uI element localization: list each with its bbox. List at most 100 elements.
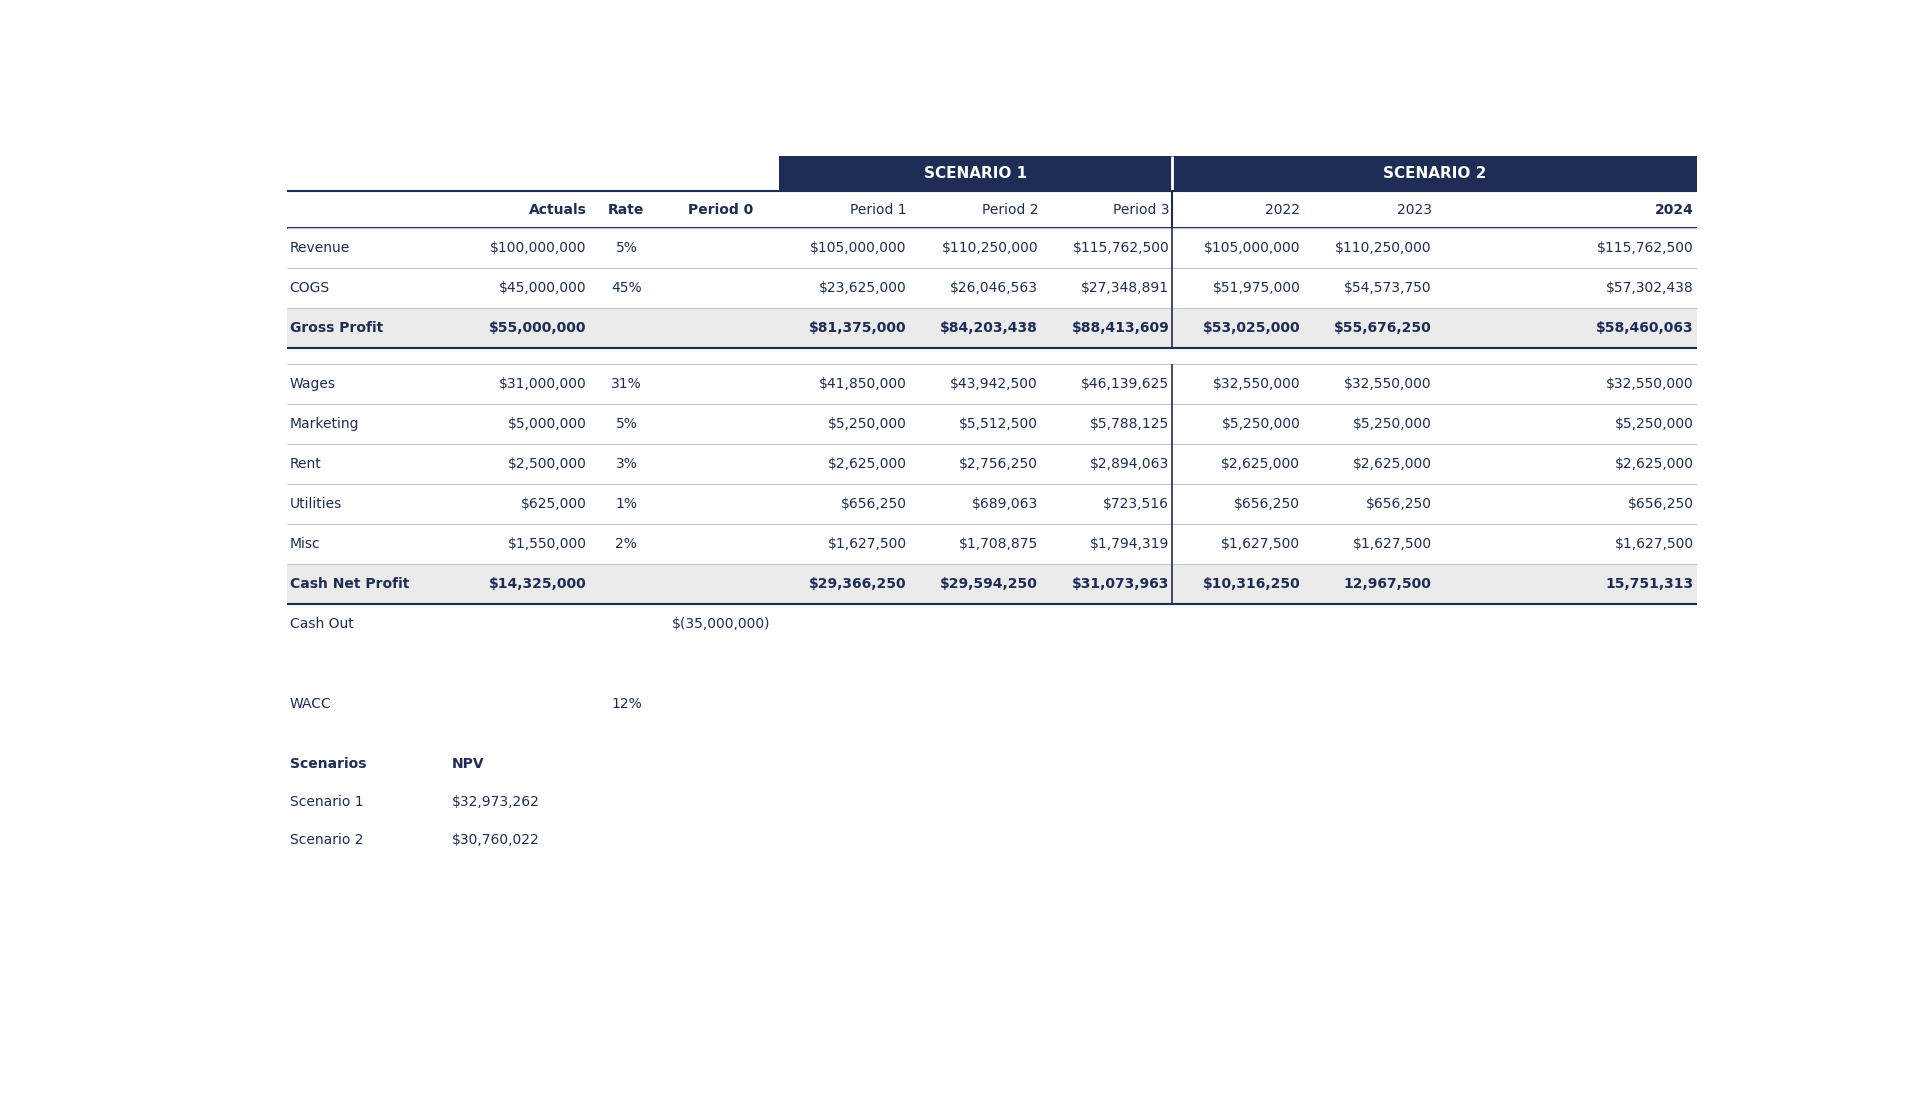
Bar bbox=[780, 157, 1173, 191]
Text: $1,627,500: $1,627,500 bbox=[1352, 537, 1432, 551]
Text: $58,460,063: $58,460,063 bbox=[1596, 321, 1693, 336]
Text: 5%: 5% bbox=[616, 241, 637, 256]
Text: $105,000,000: $105,000,000 bbox=[810, 241, 906, 256]
Text: $(35,000,000): $(35,000,000) bbox=[672, 617, 770, 631]
Text: Cash Out: Cash Out bbox=[290, 617, 353, 631]
Text: COGS: COGS bbox=[290, 281, 330, 296]
Text: Scenario 2: Scenario 2 bbox=[290, 833, 363, 847]
Text: $81,375,000: $81,375,000 bbox=[808, 321, 906, 336]
Text: $110,250,000: $110,250,000 bbox=[1334, 241, 1432, 256]
Text: $46,139,625: $46,139,625 bbox=[1081, 377, 1169, 391]
Text: $2,625,000: $2,625,000 bbox=[1615, 457, 1693, 471]
Text: $656,250: $656,250 bbox=[1628, 497, 1693, 511]
Text: Cash Net Profit: Cash Net Profit bbox=[290, 577, 409, 591]
Text: 1%: 1% bbox=[616, 497, 637, 511]
Text: Rate: Rate bbox=[609, 202, 645, 217]
Text: $625,000: $625,000 bbox=[520, 497, 588, 511]
Text: Period 1: Period 1 bbox=[851, 202, 906, 217]
Text: $53,025,000: $53,025,000 bbox=[1202, 321, 1300, 336]
Text: $2,756,250: $2,756,250 bbox=[958, 457, 1039, 471]
Text: $5,000,000: $5,000,000 bbox=[507, 417, 588, 431]
Text: Period 3: Period 3 bbox=[1114, 202, 1169, 217]
Text: $31,073,963: $31,073,963 bbox=[1071, 577, 1169, 591]
Text: 2%: 2% bbox=[616, 537, 637, 551]
Text: $723,516: $723,516 bbox=[1104, 497, 1169, 511]
Text: $45,000,000: $45,000,000 bbox=[499, 281, 588, 296]
Text: $88,413,609: $88,413,609 bbox=[1071, 321, 1169, 336]
Text: $1,627,500: $1,627,500 bbox=[1615, 537, 1693, 551]
Text: $656,250: $656,250 bbox=[1235, 497, 1300, 511]
Text: $32,973,262: $32,973,262 bbox=[451, 795, 540, 809]
Text: $1,794,319: $1,794,319 bbox=[1091, 537, 1169, 551]
Text: Actuals: Actuals bbox=[528, 202, 588, 217]
Text: $84,203,438: $84,203,438 bbox=[941, 321, 1039, 336]
Text: $2,625,000: $2,625,000 bbox=[828, 457, 906, 471]
Text: $2,625,000: $2,625,000 bbox=[1221, 457, 1300, 471]
Text: Revenue: Revenue bbox=[290, 241, 349, 256]
Text: $1,550,000: $1,550,000 bbox=[507, 537, 588, 551]
Text: $55,000,000: $55,000,000 bbox=[490, 321, 588, 336]
Text: $29,594,250: $29,594,250 bbox=[941, 577, 1039, 591]
Bar bbox=[1173, 157, 1697, 191]
Text: Period 0: Period 0 bbox=[687, 202, 753, 217]
Text: Scenario 1: Scenario 1 bbox=[290, 795, 363, 809]
Text: $23,625,000: $23,625,000 bbox=[820, 281, 906, 296]
Text: $105,000,000: $105,000,000 bbox=[1204, 241, 1300, 256]
Text: $5,250,000: $5,250,000 bbox=[828, 417, 906, 431]
Text: Marketing: Marketing bbox=[290, 417, 359, 431]
Text: 45%: 45% bbox=[611, 281, 641, 296]
Text: $1,708,875: $1,708,875 bbox=[958, 537, 1039, 551]
Text: $5,250,000: $5,250,000 bbox=[1221, 417, 1300, 431]
Text: 15,751,313: 15,751,313 bbox=[1605, 577, 1693, 591]
Text: $5,512,500: $5,512,500 bbox=[958, 417, 1039, 431]
Text: $2,500,000: $2,500,000 bbox=[507, 457, 588, 471]
Text: $2,625,000: $2,625,000 bbox=[1352, 457, 1432, 471]
Text: WACC: WACC bbox=[290, 697, 332, 711]
Text: 2024: 2024 bbox=[1655, 202, 1693, 217]
Text: SCENARIO 2: SCENARIO 2 bbox=[1382, 167, 1486, 181]
Text: $32,550,000: $32,550,000 bbox=[1344, 377, 1432, 391]
Text: 12,967,500: 12,967,500 bbox=[1344, 577, 1432, 591]
Text: $5,250,000: $5,250,000 bbox=[1615, 417, 1693, 431]
Text: $5,788,125: $5,788,125 bbox=[1091, 417, 1169, 431]
Text: $115,762,500: $115,762,500 bbox=[1597, 241, 1693, 256]
Bar bbox=[286, 308, 1697, 348]
Text: $54,573,750: $54,573,750 bbox=[1344, 281, 1432, 296]
Text: Period 2: Period 2 bbox=[981, 202, 1039, 217]
Text: $110,250,000: $110,250,000 bbox=[941, 241, 1039, 256]
Text: $5,250,000: $5,250,000 bbox=[1354, 417, 1432, 431]
Text: $55,676,250: $55,676,250 bbox=[1334, 321, 1432, 336]
Text: 12%: 12% bbox=[611, 697, 641, 711]
Text: 2023: 2023 bbox=[1396, 202, 1432, 217]
Text: $26,046,563: $26,046,563 bbox=[950, 281, 1039, 296]
Text: NPV: NPV bbox=[451, 757, 484, 771]
Text: Rent: Rent bbox=[290, 457, 321, 471]
Text: $100,000,000: $100,000,000 bbox=[490, 241, 588, 256]
Text: $27,348,891: $27,348,891 bbox=[1081, 281, 1169, 296]
Text: Gross Profit: Gross Profit bbox=[290, 321, 382, 336]
Text: 3%: 3% bbox=[616, 457, 637, 471]
Text: $57,302,438: $57,302,438 bbox=[1607, 281, 1693, 296]
Text: $2,894,063: $2,894,063 bbox=[1091, 457, 1169, 471]
Text: $10,316,250: $10,316,250 bbox=[1202, 577, 1300, 591]
Text: 5%: 5% bbox=[616, 417, 637, 431]
Text: $689,063: $689,063 bbox=[972, 497, 1039, 511]
Text: Scenarios: Scenarios bbox=[290, 757, 367, 771]
Text: $30,760,022: $30,760,022 bbox=[451, 833, 540, 847]
Text: $656,250: $656,250 bbox=[841, 497, 906, 511]
Text: $656,250: $656,250 bbox=[1365, 497, 1432, 511]
Bar bbox=[286, 563, 1697, 603]
Text: Utilities: Utilities bbox=[290, 497, 342, 511]
Text: $43,942,500: $43,942,500 bbox=[950, 377, 1039, 391]
Text: 31%: 31% bbox=[611, 377, 641, 391]
Text: $115,762,500: $115,762,500 bbox=[1073, 241, 1169, 256]
Text: $51,975,000: $51,975,000 bbox=[1213, 281, 1300, 296]
Text: Wages: Wages bbox=[290, 377, 336, 391]
Text: $32,550,000: $32,550,000 bbox=[1213, 377, 1300, 391]
Text: $29,366,250: $29,366,250 bbox=[808, 577, 906, 591]
Text: $41,850,000: $41,850,000 bbox=[820, 377, 906, 391]
Text: $32,550,000: $32,550,000 bbox=[1607, 377, 1693, 391]
Text: $14,325,000: $14,325,000 bbox=[490, 577, 588, 591]
Text: $1,627,500: $1,627,500 bbox=[828, 537, 906, 551]
Text: Misc: Misc bbox=[290, 537, 321, 551]
